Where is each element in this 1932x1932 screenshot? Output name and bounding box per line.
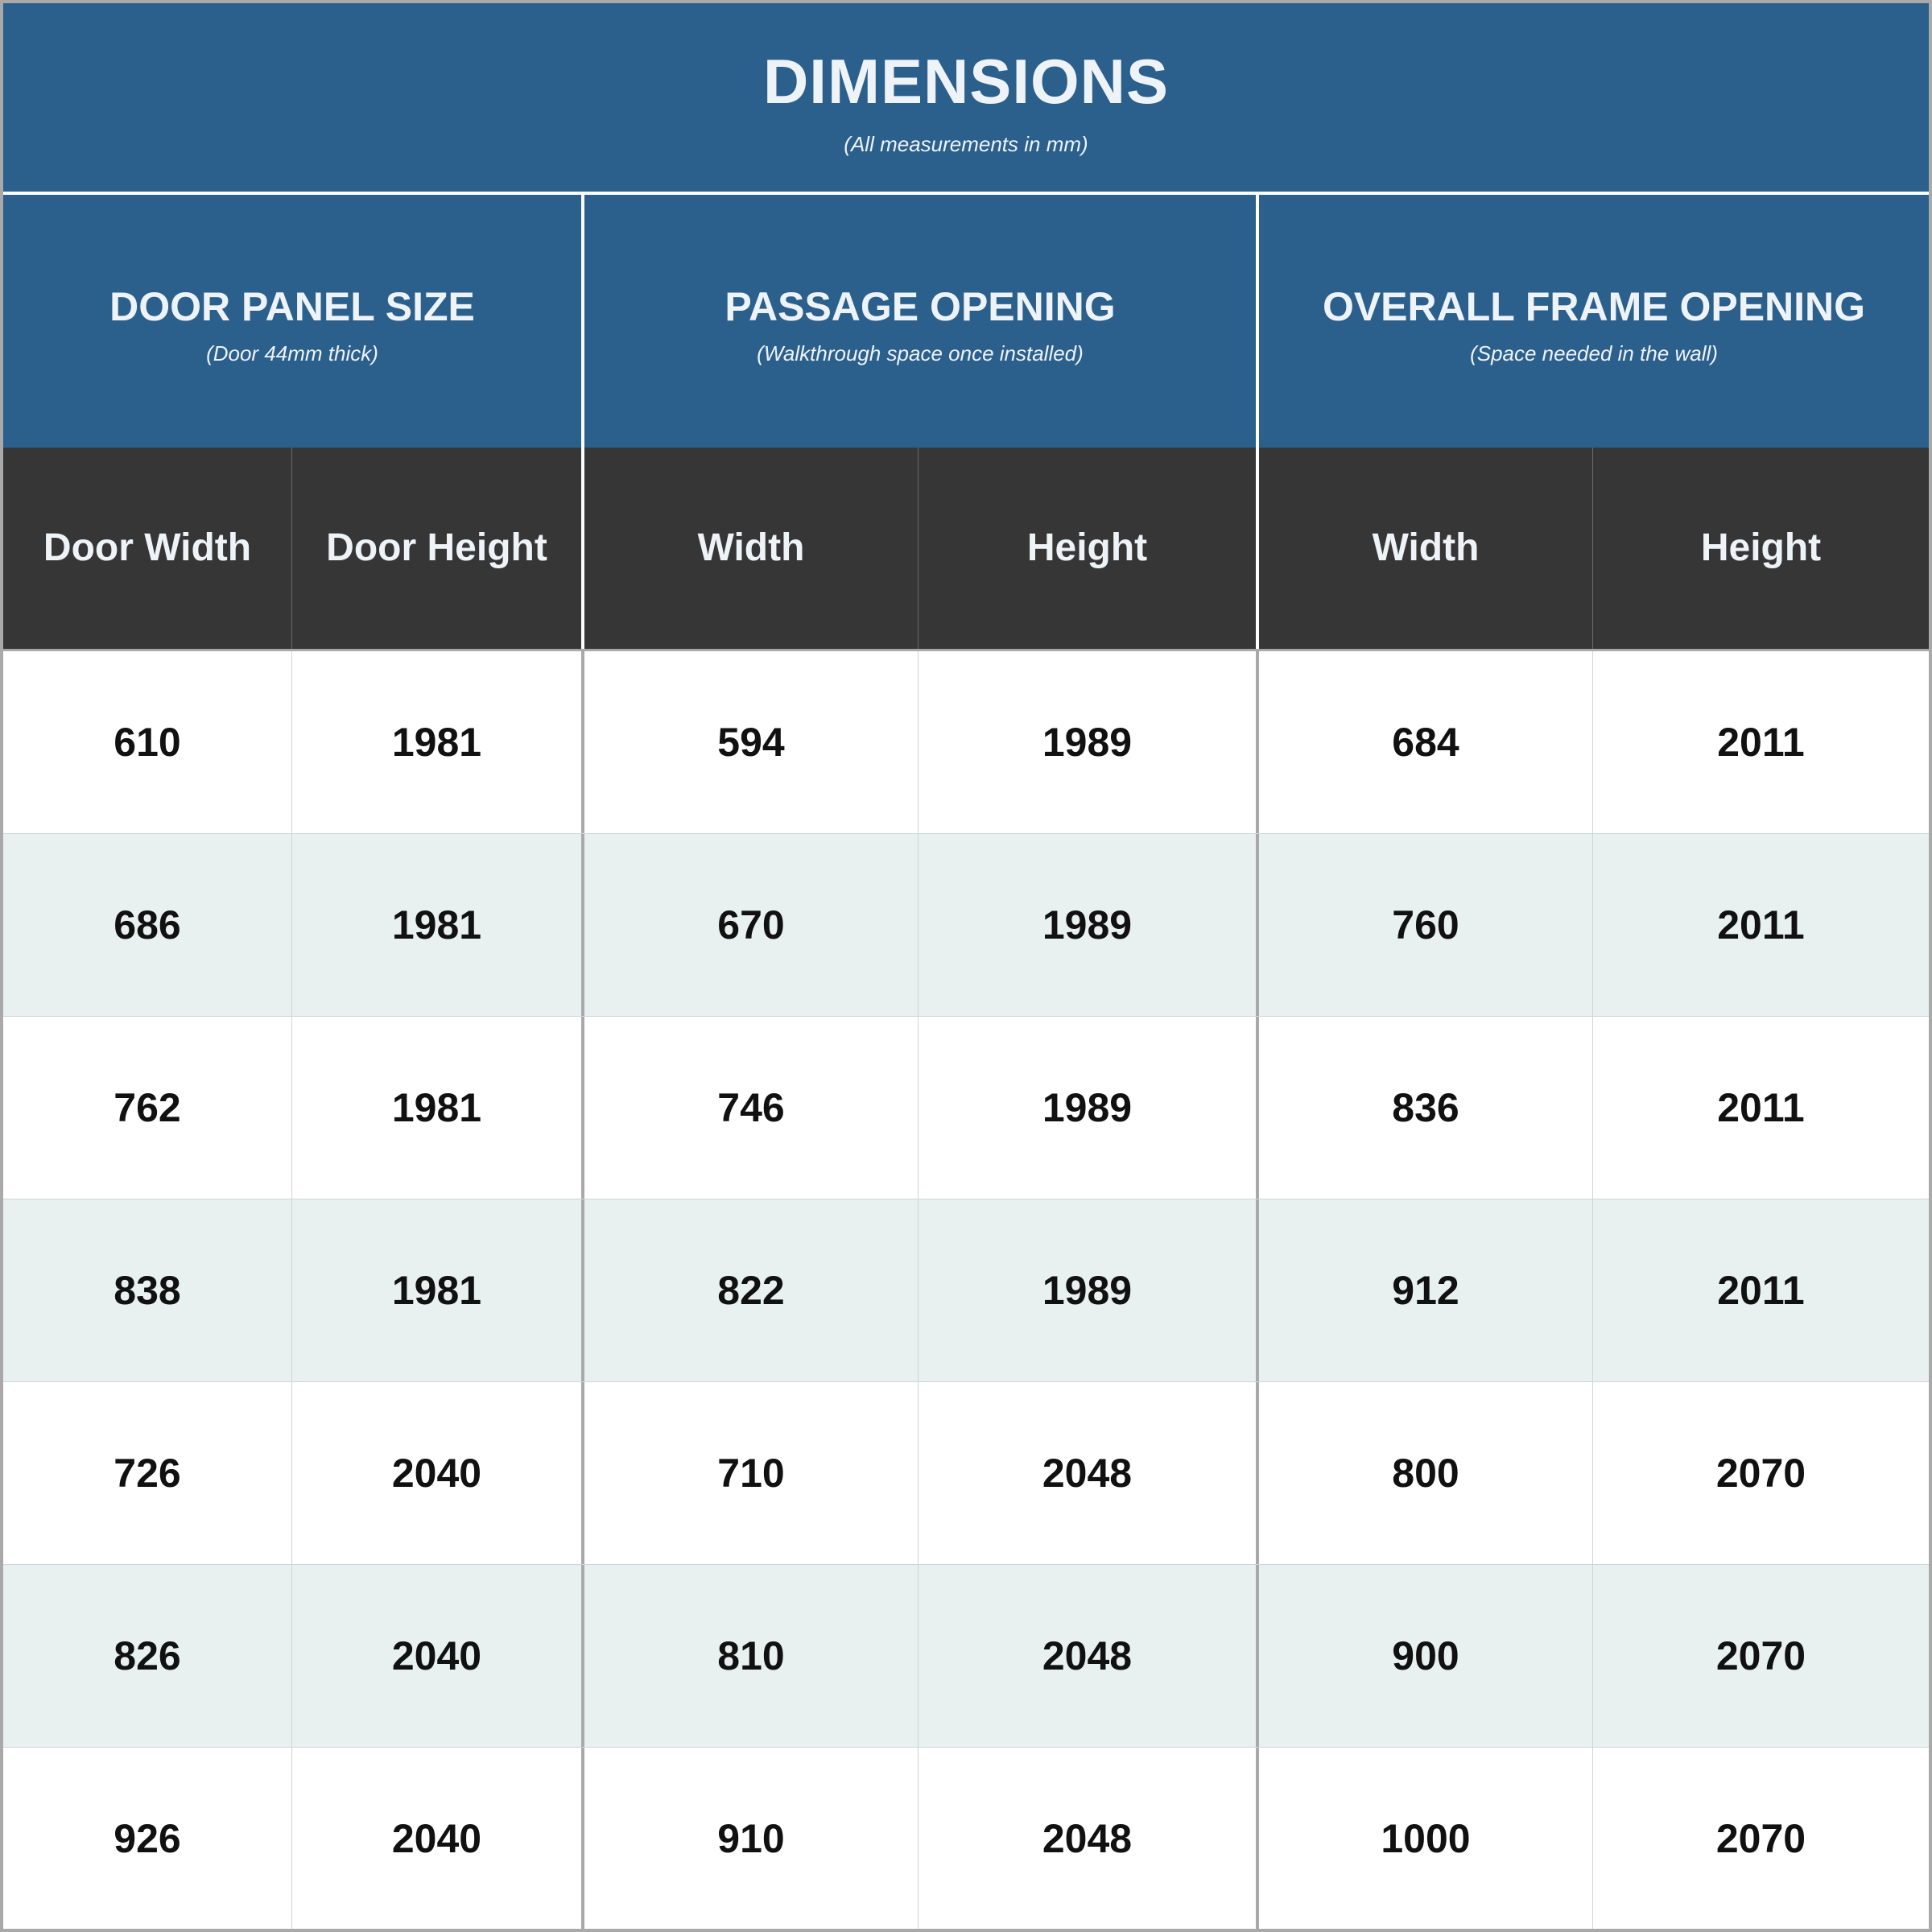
cell-passage-width: 670 [581,834,918,1016]
title-band: DIMENSIONS (All measurements in mm) [3,3,1929,192]
cell-frame-height: 2070 [1592,1748,1929,1929]
table-row: 610 1981 594 1989 684 2011 [3,651,1929,834]
group-subtitle: (Door 44mm thick) [206,341,378,365]
column-header-frame-width: Width [1256,448,1592,649]
cell-door-width: 610 [114,720,181,765]
cell-passage-height: 2048 [918,1382,1256,1564]
group-subtitle: (Walkthrough space once installed) [757,341,1084,365]
cell-door-width: 826 [114,1633,181,1678]
cell-door-width: 838 [114,1268,181,1313]
cell-door-width: 926 [114,1816,181,1861]
column-header-frame-height: Height [1592,448,1929,649]
group-header-row: DOOR PANEL SIZE (Door 44mm thick) PASSAG… [3,195,1929,448]
cell-door-height: 1981 [291,651,581,833]
group-title: PASSAGE OPENING [724,284,1116,329]
column-header-passage-width: Width [581,448,918,649]
cell-door-width: 762 [114,1085,181,1130]
cell-frame-width: 836 [1256,1017,1592,1199]
cell-frame-width: 900 [1256,1565,1592,1747]
table-row: 726 2040 710 2048 800 2070 [3,1382,1929,1565]
cell-passage-height: 1989 [918,651,1256,833]
table-row: 838 1981 822 1989 912 2011 [3,1199,1929,1382]
cell-door-width: 726 [114,1451,181,1496]
cell-frame-height: 2011 [1592,834,1929,1016]
cell-frame-height: 2011 [1592,1199,1929,1381]
cell-door-height: 1981 [291,1017,581,1199]
cell-door-height: 1981 [291,834,581,1016]
cell-passage-height: 2048 [918,1748,1256,1929]
group-title: OVERALL FRAME OPENING [1322,284,1866,329]
page-title: DIMENSIONS [762,46,1170,117]
cell-passage-height: 2048 [918,1565,1256,1747]
group-passage-opening: PASSAGE OPENING (Walkthrough space once … [584,195,1256,448]
column-header-row: Door Width Door Height Width Height Widt… [3,448,1929,649]
table-row: 686 1981 670 1989 760 2011 [3,834,1929,1017]
cell-frame-width: 800 [1256,1382,1592,1564]
cell-frame-height: 2011 [1592,1017,1929,1199]
table-row: 926 2040 910 2048 1000 2070 [3,1748,1929,1929]
cell-passage-width: 910 [581,1748,918,1929]
table-row: 826 2040 810 2048 900 2070 [3,1565,1929,1748]
cell-door-width: 686 [114,902,181,947]
cell-passage-height: 1989 [918,1199,1256,1381]
table-row: 762 1981 746 1989 836 2011 [3,1017,1929,1199]
cell-frame-height: 2011 [1592,651,1929,833]
cell-frame-height: 2070 [1592,1382,1929,1564]
cell-passage-width: 822 [581,1199,918,1381]
cell-passage-height: 1989 [918,1017,1256,1199]
table-body: 610 1981 594 1989 684 2011 686 1981 670 1989 760 20… [3,649,1929,1929]
cell-door-height: 2040 [291,1748,581,1929]
cell-door-height: 1981 [291,1199,581,1381]
cell-passage-height: 1989 [918,834,1256,1016]
cell-frame-height: 2070 [1592,1565,1929,1747]
group-subtitle: (Space needed in the wall) [1470,341,1718,365]
group-door-panel-size: DOOR PANEL SIZE (Door 44mm thick) [3,195,581,448]
group-title: DOOR PANEL SIZE [109,284,475,329]
cell-frame-width: 684 [1256,651,1592,833]
cell-passage-width: 594 [581,651,918,833]
cell-frame-width: 912 [1256,1199,1592,1381]
cell-door-height: 2040 [291,1382,581,1564]
group-overall-frame-opening: OVERALL FRAME OPENING (Space needed in t… [1259,195,1929,448]
column-header-door-width: Door Width [43,526,252,569]
cell-frame-width: 760 [1256,834,1592,1016]
cell-frame-width: 1000 [1256,1748,1592,1929]
column-header-door-height: Door Height [291,448,581,649]
column-header-passage-height: Height [918,448,1256,649]
cell-door-height: 2040 [291,1565,581,1747]
cell-passage-width: 746 [581,1017,918,1199]
page-subtitle: (All measurements in mm) [844,132,1088,156]
cell-passage-width: 710 [581,1382,918,1564]
cell-passage-width: 810 [581,1565,918,1747]
